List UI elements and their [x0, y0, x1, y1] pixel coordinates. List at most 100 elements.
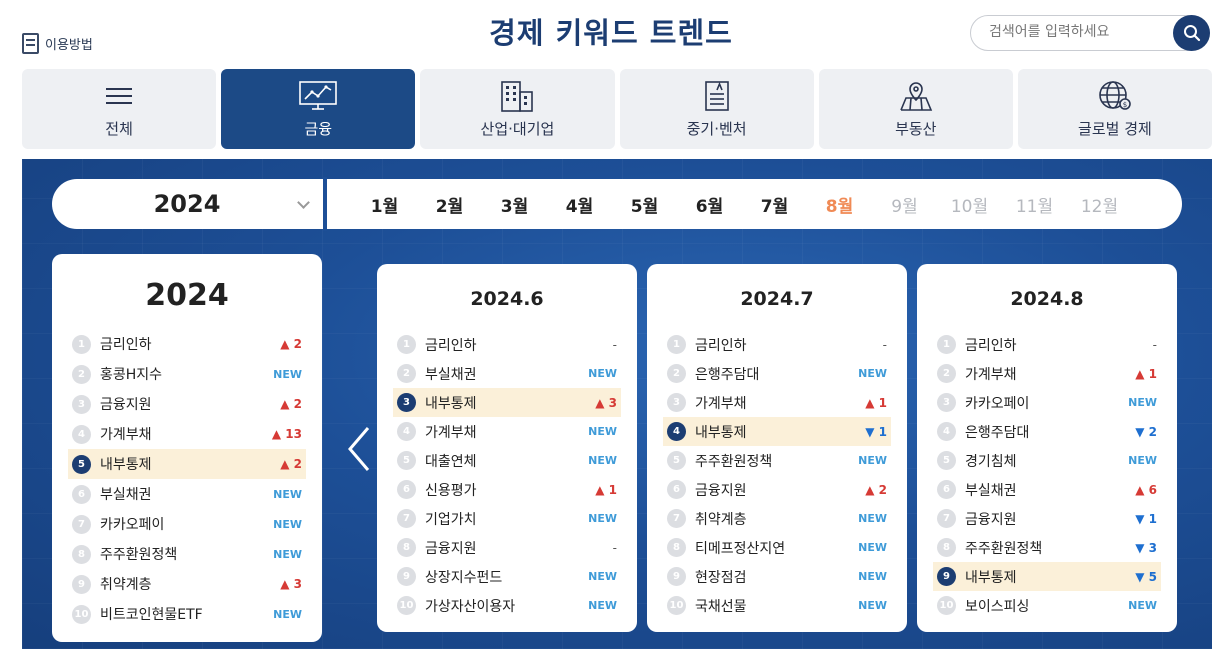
menu-icon: [105, 80, 133, 112]
keyword-label: 금융지원: [695, 482, 747, 499]
rank-badge: 8: [397, 538, 416, 557]
keyword-label: 금융지원: [100, 397, 152, 413]
rank-change: ▲ 6: [1135, 482, 1157, 497]
ranking-row[interactable]: 7 취약계층 NEW: [663, 504, 891, 533]
ranking-row[interactable]: 1 금리인하 -: [933, 330, 1161, 359]
ranking-row[interactable]: 9 상장지수펀드 NEW: [393, 562, 621, 591]
tab-label: 부동산: [895, 119, 937, 138]
ranking-row[interactable]: 8 주주환원정책 NEW: [68, 539, 306, 569]
ranking-row[interactable]: 6 신용평가 ▲ 1: [393, 475, 621, 504]
rank-change: ▲ 2: [280, 457, 302, 471]
rank-change: NEW: [588, 454, 617, 467]
ranking-row[interactable]: 10 비트코인현물ETF NEW: [68, 599, 306, 629]
keyword-label: 취약계층: [695, 511, 747, 528]
keyword-label: 주주환원정책: [965, 540, 1043, 557]
ranking-row[interactable]: 2 가계부채 ▲ 1: [933, 359, 1161, 388]
ranking-list: 1 금리인하 - 2 부실채권 NEW 3 내부통제 ▲ 3 4 가계부채 NEW 5 대출연체 NEW 6 신…: [393, 330, 621, 620]
howto-link[interactable]: 이용방법: [22, 33, 93, 54]
year-dropdown[interactable]: 2024: [52, 179, 322, 229]
rank-badge: 10: [72, 604, 91, 624]
ranking-row[interactable]: 5 경기침체 NEW: [933, 446, 1161, 475]
month-tab[interactable]: 8월: [825, 196, 854, 217]
rank-change: -: [1152, 337, 1157, 352]
tab-real-estate[interactable]: 부동산: [818, 69, 1013, 149]
keyword-label: 현장점검: [695, 569, 747, 586]
ranking-row[interactable]: 1 금리인하 -: [393, 330, 621, 359]
search-button[interactable]: [1173, 15, 1210, 51]
month-tab[interactable]: 1월: [370, 196, 399, 217]
ranking-row[interactable]: 10 보이스피싱 NEW: [933, 591, 1161, 620]
ranking-row[interactable]: 8 주주환원정책 ▼ 3: [933, 533, 1161, 562]
keyword-label: 취약계층: [100, 577, 152, 593]
rank-badge: 10: [937, 596, 956, 615]
rank-badge: 5: [937, 451, 956, 470]
rank-badge: 10: [667, 596, 686, 615]
chevron-down-icon: [297, 196, 310, 209]
ranking-row[interactable]: 6 금융지원 ▲ 2: [663, 475, 891, 504]
ranking-row[interactable]: 3 가계부채 ▲ 1: [663, 388, 891, 417]
keyword-label: 내부통제: [965, 569, 1017, 586]
ranking-row[interactable]: 9 취약계층 ▲ 3: [68, 569, 306, 599]
ranking-row[interactable]: 4 가계부채 NEW: [393, 417, 621, 446]
month-tab[interactable]: 4월: [565, 196, 594, 217]
tab-sme-venture[interactable]: 중기·벤처: [619, 69, 814, 149]
prev-arrow-button[interactable]: [344, 424, 374, 474]
keyword-label: 금리인하: [965, 337, 1017, 354]
ranking-row[interactable]: 5 내부통제 ▲ 2: [68, 449, 306, 479]
tab-industry[interactable]: 산업·대기업: [420, 69, 615, 149]
month-tab[interactable]: 5월: [630, 196, 659, 217]
month-tab[interactable]: 12월: [1080, 196, 1119, 217]
rank-badge: 1: [397, 335, 416, 354]
document-icon: [22, 33, 39, 54]
ranking-row[interactable]: 7 카카오페이 NEW: [68, 509, 306, 539]
ranking-row[interactable]: 5 주주환원정책 NEW: [663, 446, 891, 475]
ranking-row[interactable]: 3 카카오페이 NEW: [933, 388, 1161, 417]
ranking-row[interactable]: 7 금융지원 ▼ 1: [933, 504, 1161, 533]
ranking-row[interactable]: 1 금리인하 -: [663, 330, 891, 359]
ranking-row[interactable]: 4 가계부채 ▲ 13: [68, 419, 306, 449]
rank-badge: 5: [667, 451, 686, 470]
keyword-label: 비트코인현물ETF: [100, 607, 203, 623]
month-tabs: 1월 2월 3월 4월 5월 6월 7월 8월 9월 10월 11월 12월: [352, 179, 1132, 229]
ranking-row[interactable]: 4 은행주담대 ▼ 2: [933, 417, 1161, 446]
ranking-row[interactable]: 9 현장점검 NEW: [663, 562, 891, 591]
tab-finance[interactable]: 금융: [221, 69, 416, 149]
keyword-label: 가계부채: [425, 424, 477, 441]
ranking-row[interactable]: 8 티메프정산지연 NEW: [663, 533, 891, 562]
rank-change: ▲ 2: [280, 397, 302, 411]
month-tab[interactable]: 11월: [1015, 196, 1054, 217]
ranking-row[interactable]: 4 내부통제 ▼ 1: [663, 417, 891, 446]
rank-change: ▲ 3: [280, 577, 302, 591]
month-tab[interactable]: 10월: [950, 196, 989, 217]
tab-label: 산업·대기업: [480, 119, 555, 138]
ranking-row[interactable]: 9 내부통제 ▼ 5: [933, 562, 1161, 591]
tab-global-economy[interactable]: $ 글로벌 경제: [1017, 69, 1213, 149]
ranking-row[interactable]: 5 대출연체 NEW: [393, 446, 621, 475]
ranking-row[interactable]: 10 국채선물 NEW: [663, 591, 891, 620]
ranking-row[interactable]: 2 홍콩H지수 NEW: [68, 359, 306, 389]
rank-change: NEW: [273, 607, 302, 621]
rank-change: -: [612, 337, 617, 352]
ranking-row[interactable]: 3 내부통제 ▲ 3: [393, 388, 621, 417]
ranking-row[interactable]: 6 부실채권 ▲ 6: [933, 475, 1161, 504]
month-tab[interactable]: 9월: [891, 196, 918, 217]
month-tab[interactable]: 7월: [760, 196, 789, 217]
ranking-row[interactable]: 2 부실채권 NEW: [393, 359, 621, 388]
rank-badge: 9: [667, 567, 686, 586]
rank-change: NEW: [273, 487, 302, 501]
search-input[interactable]: [989, 24, 1169, 40]
ranking-row[interactable]: 3 금융지원 ▲ 2: [68, 389, 306, 419]
ranking-row[interactable]: 7 기업가치 NEW: [393, 504, 621, 533]
ranking-row[interactable]: 1 금리인하 ▲ 2: [68, 329, 306, 359]
ranking-row[interactable]: 6 부실채권 NEW: [68, 479, 306, 509]
ranking-row[interactable]: 2 은행주담대 NEW: [663, 359, 891, 388]
rank-change: ▲ 2: [280, 337, 302, 351]
tab-all[interactable]: 전체: [22, 69, 217, 149]
ranking-row[interactable]: 8 금융지원 -: [393, 533, 621, 562]
month-tab[interactable]: 6월: [695, 196, 724, 217]
ranking-row[interactable]: 10 가상자산이용자 NEW: [393, 591, 621, 620]
month-tab[interactable]: 3월: [500, 196, 529, 217]
month-tab[interactable]: 2월: [435, 196, 464, 217]
